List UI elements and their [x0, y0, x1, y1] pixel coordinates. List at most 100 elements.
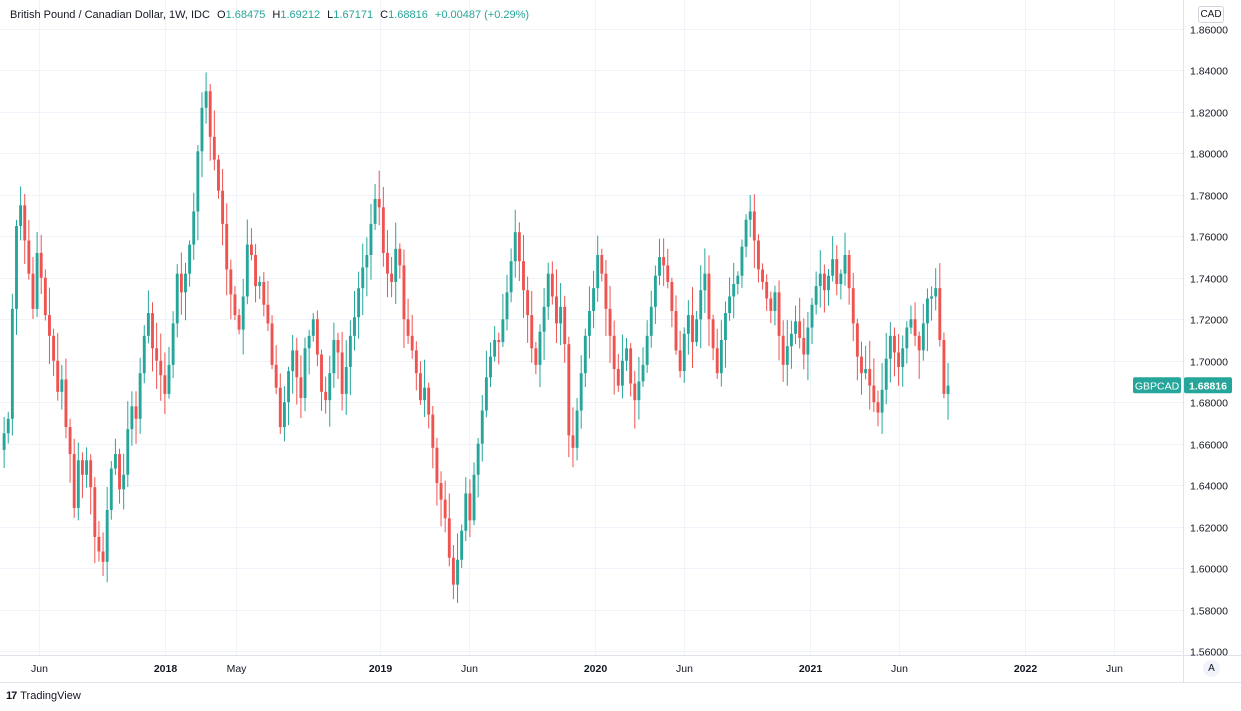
candle-body [60, 379, 64, 392]
candle-body [142, 335, 146, 374]
candle [629, 342, 633, 397]
candle [571, 407, 575, 468]
candle [142, 325, 146, 384]
candle [699, 265, 703, 349]
price-tick-label: 1.66000 [1190, 440, 1228, 452]
candle-body [332, 340, 336, 374]
candle [48, 287, 51, 365]
candle-body [23, 205, 27, 241]
tradingview-name: TradingView [20, 690, 81, 702]
tradingview-branding[interactable]: 17 TradingView [6, 690, 81, 702]
candle-body [678, 350, 682, 372]
candle-body [699, 290, 703, 320]
low-value: 1.67171 [333, 9, 374, 21]
candle-body [587, 310, 591, 336]
candle [666, 248, 670, 289]
candle [715, 328, 719, 379]
candle [649, 290, 653, 348]
candle [196, 144, 200, 241]
candle-body [691, 315, 694, 343]
candle-body [550, 273, 554, 297]
candle-body [789, 333, 793, 347]
candle-body [344, 366, 348, 394]
candle-body [217, 159, 220, 191]
candle-body [868, 369, 872, 386]
candle [245, 219, 249, 305]
candle-body [373, 199, 377, 224]
candle-body [48, 315, 51, 336]
candle-body [633, 383, 637, 401]
candle [546, 262, 550, 320]
candle-body [559, 306, 563, 324]
candle [592, 270, 596, 329]
candle [893, 327, 896, 377]
candle-body [855, 323, 859, 357]
candle-body [802, 337, 806, 355]
candle-body [418, 373, 422, 401]
candle-body [674, 310, 678, 351]
candle [52, 328, 56, 376]
candle [526, 276, 530, 343]
candle [311, 313, 315, 342]
candle [386, 230, 389, 298]
price-tag-value: 1.68816 [1189, 380, 1227, 392]
candle [942, 332, 946, 399]
candle [517, 222, 521, 281]
time-tick-label: Jun [461, 663, 478, 675]
candle-body [653, 275, 657, 307]
candle-body [270, 323, 274, 365]
candle-body [645, 335, 649, 365]
candle [822, 264, 826, 313]
candle-body [600, 254, 604, 274]
candle [645, 320, 649, 373]
candle [587, 286, 591, 359]
currency-button[interactable]: CAD [1198, 6, 1224, 23]
candle [542, 288, 546, 360]
price-tick-label: 1.76000 [1190, 232, 1228, 244]
auto-scale-button[interactable]: A [1203, 660, 1220, 677]
candle-body [831, 259, 835, 276]
candle-body [386, 252, 389, 274]
candle [336, 332, 340, 379]
time-axis[interactable]: Jun 2018 May 2019 Jun 2020 Jun 2021 Jun 2022 Jun [31, 663, 1123, 675]
candle-body [89, 460, 93, 488]
candle-body [695, 319, 699, 343]
candle-body [105, 510, 109, 562]
candle-body [52, 335, 56, 361]
candle [299, 355, 303, 419]
candle [501, 293, 505, 347]
candle [773, 285, 777, 326]
candle-body [447, 518, 451, 558]
candle-body [468, 493, 472, 521]
symbol-legend[interactable]: British Pound / Canadian Dollar, 1W, IDC… [10, 9, 529, 21]
candle-body [188, 244, 192, 274]
candle-body [196, 151, 200, 212]
candle-body [423, 387, 427, 401]
candle [118, 448, 121, 504]
time-tick-label: Jun [1106, 663, 1123, 675]
candle-body [526, 290, 530, 316]
candle [596, 235, 600, 302]
candle [93, 477, 97, 564]
candle-body [897, 352, 901, 367]
candle-body [798, 321, 802, 338]
candle [97, 521, 101, 562]
candle-body [662, 257, 666, 266]
candle-body [884, 358, 888, 390]
candle [217, 154, 220, 199]
price-axis[interactable]: 1.56000 1.58000 1.60000 1.62000 1.64000 1.660… [1190, 25, 1228, 659]
price-tag-value-background [1184, 377, 1232, 394]
candle [464, 477, 468, 542]
symbol-name[interactable]: British Pound / Canadian Dollar, 1W, IDC [10, 9, 210, 21]
candle [930, 286, 934, 321]
candle [785, 319, 789, 386]
candle-body [6, 418, 10, 434]
candle-body [10, 308, 14, 419]
price-tick-label: 1.78000 [1190, 191, 1228, 203]
candle [394, 222, 398, 305]
candle-body [262, 281, 266, 305]
candle-body [719, 340, 723, 374]
candle [167, 346, 171, 399]
